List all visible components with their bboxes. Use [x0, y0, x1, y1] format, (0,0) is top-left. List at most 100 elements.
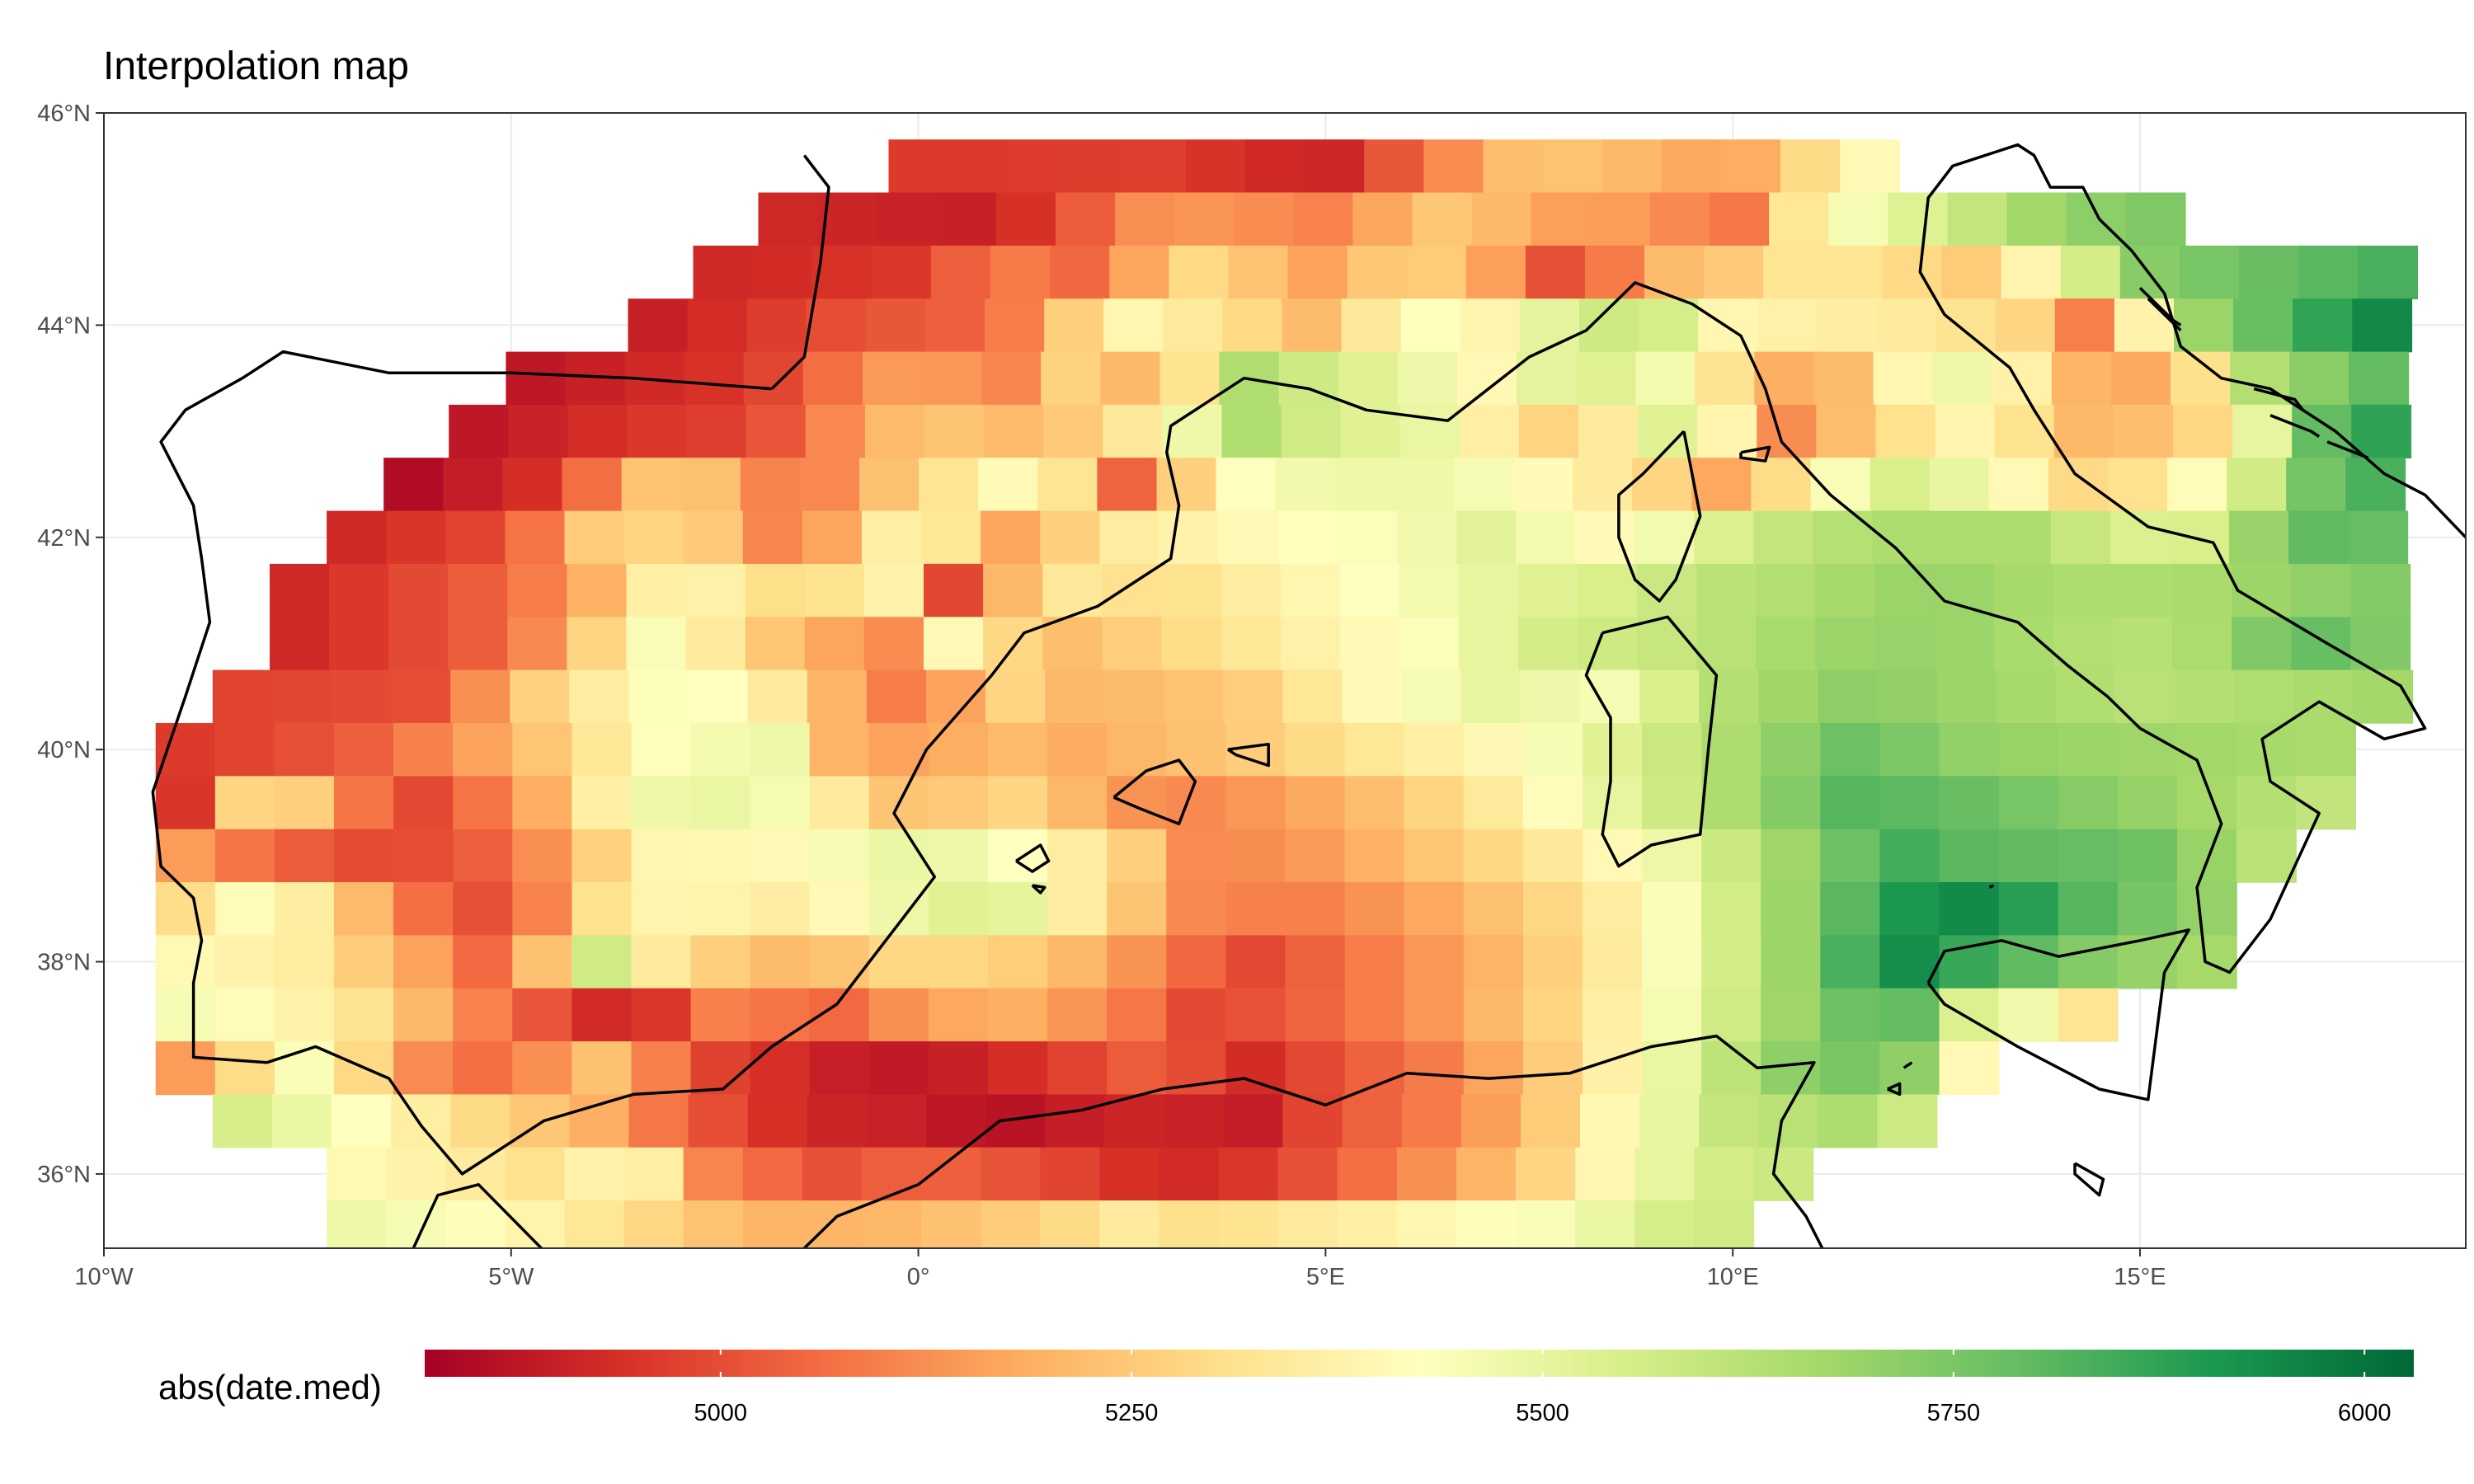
heatmap-cell: [690, 882, 751, 937]
heatmap-cell: [1820, 829, 1881, 883]
heatmap-cell: [990, 245, 1051, 299]
heatmap-cell: [155, 723, 216, 777]
heatmap-cell: [1463, 829, 1524, 883]
heatmap-cell: [628, 669, 689, 724]
heatmap-cell: [2117, 776, 2178, 830]
heatmap-cell: [1102, 563, 1163, 618]
heatmap-cell: [1456, 1147, 1517, 1201]
heatmap-cell: [1590, 192, 1651, 247]
heatmap-cell: [1873, 351, 1934, 406]
y-tick-label: 38°N: [37, 950, 91, 976]
heatmap-cell: [1931, 510, 1992, 565]
heatmap-cell: [1285, 882, 1346, 937]
heatmap-cell: [1991, 510, 2052, 565]
heatmap-cell: [1525, 245, 1586, 299]
heatmap-cell: [155, 1041, 216, 1096]
heatmap-cell: [388, 617, 449, 671]
heatmap-cell: [1820, 776, 1881, 830]
heatmap-cell: [1520, 1094, 1581, 1148]
heatmap-cell: [448, 563, 509, 618]
heatmap-cell: [1107, 723, 1168, 777]
heatmap-cell: [809, 723, 870, 777]
heatmap-cell: [2350, 563, 2411, 618]
heatmap-cell: [1126, 139, 1187, 194]
heatmap-cell: [1936, 669, 1997, 724]
coastline-iberian-peninsula: [151, 143, 2466, 1176]
heatmap-cell: [685, 617, 746, 671]
heatmap-cell: [1578, 563, 1638, 618]
heatmap-cell: [453, 1041, 514, 1096]
heatmap-cell: [1285, 829, 1346, 883]
heatmap-cell: [1159, 1200, 1220, 1248]
heatmap-cell: [2236, 829, 2297, 883]
heatmap-cell: [2176, 829, 2237, 883]
heatmap-cell: [1218, 1147, 1279, 1201]
heatmap-cell: [1701, 829, 1762, 883]
heatmap-cell: [750, 723, 811, 777]
heatmap-cell: [1820, 882, 1881, 937]
heatmap-cell: [1642, 935, 1702, 989]
heatmap-cell: [988, 935, 1048, 989]
heatmap-cell: [1753, 1147, 1814, 1201]
heatmap-cell: [2058, 935, 2119, 989]
heatmap-cell: [868, 723, 929, 777]
heatmap-cell: [1939, 988, 2000, 1042]
x-tick-label: 5°W: [488, 1264, 534, 1290]
heatmap-cell: [212, 669, 273, 724]
heatmap-cell: [393, 723, 454, 777]
heatmap-cell: [453, 723, 514, 777]
heatmap-cell: [453, 935, 514, 989]
heatmap-cell: [1056, 192, 1116, 247]
heatmap-cell: [2174, 298, 2234, 353]
heatmap-cell: [750, 882, 811, 937]
heatmap-cell: [928, 723, 989, 777]
heatmap-cell: [1941, 245, 2002, 299]
heatmap-cell: [2114, 669, 2175, 724]
heatmap-cell: [742, 510, 803, 565]
heatmap-cell: [861, 510, 922, 565]
heatmap-cell: [512, 882, 573, 937]
panel-border: [103, 112, 2467, 1249]
heatmap-cell: [2112, 563, 2173, 618]
heatmap-cell: [1107, 882, 1168, 937]
heatmap-cell: [1225, 935, 1286, 989]
heatmap-cell: [1769, 192, 1829, 247]
heatmap-cell: [1100, 351, 1161, 406]
heatmap-cell: [928, 776, 989, 830]
heatmap-cell: [742, 1200, 803, 1248]
heatmap-cell: [2353, 669, 2414, 724]
heatmap-cell: [155, 935, 216, 989]
heatmap-cell: [690, 723, 751, 777]
heatmap-cell: [807, 669, 868, 724]
heatmap-cell: [2174, 669, 2235, 724]
heatmap-cell: [332, 669, 392, 724]
heatmap-cell: [1879, 1041, 1940, 1096]
heatmap-cell: [1458, 563, 1519, 618]
heatmap-cell: [327, 510, 387, 565]
heatmap-cell: [1642, 829, 1702, 883]
heatmap-cell: [1575, 1147, 1635, 1201]
heatmap-cell: [2112, 617, 2173, 671]
heatmap-cell: [1939, 829, 2000, 883]
heatmap-cell: [2053, 404, 2114, 458]
heatmap-cell: [750, 935, 811, 989]
coastline-sicily: [1926, 928, 2190, 1101]
heatmap-cell: [1935, 404, 1996, 458]
heatmap-cell: [1701, 935, 1762, 989]
heatmap-cell: [1104, 1094, 1165, 1148]
y-tick-label: 36°N: [37, 1162, 91, 1188]
heatmap-cell: [1043, 404, 1104, 458]
heatmap-cell: [505, 1200, 566, 1248]
heatmap-cell: [1934, 617, 1995, 671]
heatmap-cell: [334, 935, 394, 989]
heatmap-cell: [861, 1200, 922, 1248]
heatmap-cell: [1939, 882, 2000, 937]
heatmap-cell: [809, 776, 870, 830]
heatmap-cell: [690, 988, 751, 1042]
heatmap-cell: [1041, 351, 1102, 406]
heatmap-cell: [809, 829, 870, 883]
heatmap-cell: [155, 829, 216, 883]
heatmap-cell: [621, 458, 682, 512]
heatmap-cell: [1879, 829, 1940, 883]
heatmap-cell: [2291, 563, 2352, 618]
